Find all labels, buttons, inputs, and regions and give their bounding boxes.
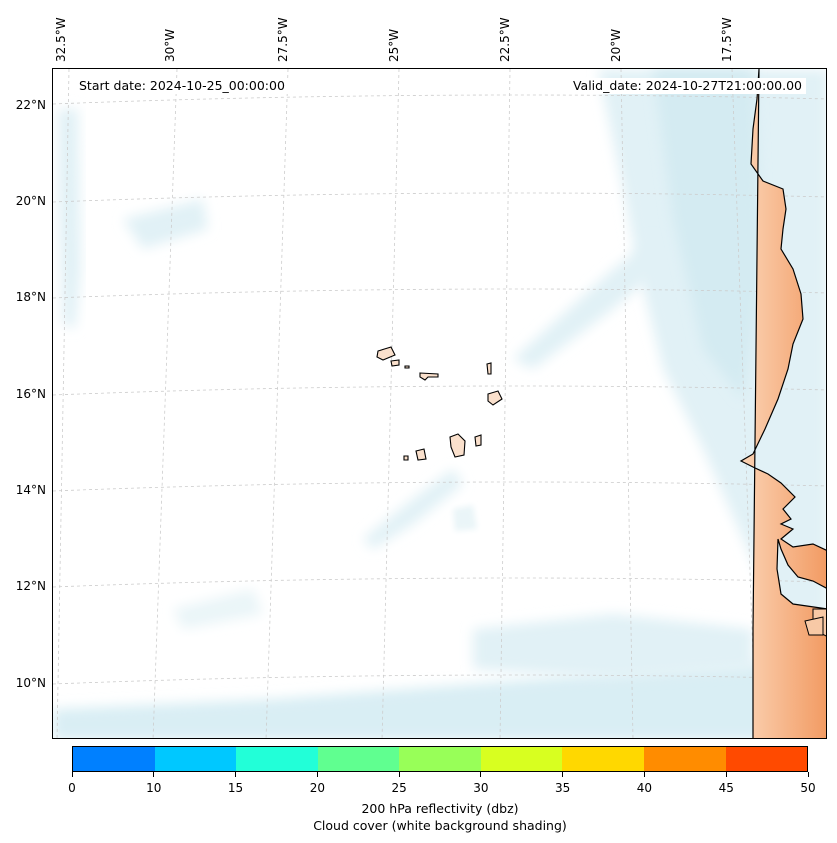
colorbar-tick-label-15: 15 [227, 781, 244, 795]
colorbar-segment-5 [480, 747, 563, 771]
colorbar-tick [153, 772, 155, 777]
cloud-cover-shading [53, 69, 826, 738]
colorbar-tick-label-50: 50 [800, 781, 816, 795]
island-fogo [415, 448, 427, 461]
colorbar-tick-label-30: 30 [473, 781, 489, 795]
graticule [53, 69, 826, 738]
lon-label-32-5w: 32.5°W [54, 17, 68, 62]
island-sao-vicente [390, 359, 400, 367]
colorbar-tick-label-0: 0 [68, 781, 76, 795]
island-brava [403, 455, 409, 461]
colorbar-segment-7 [643, 747, 726, 771]
lon-label-20w: 20°W [609, 28, 623, 62]
colorbar-segment-6 [562, 747, 644, 771]
colorbar-tick [562, 772, 564, 777]
colorbar-tick-label-20: 20 [309, 781, 325, 795]
colorbar-tick-label-10: 10 [146, 781, 162, 795]
cape-verde-islands [376, 346, 503, 461]
lat-label-18n: 18°N [15, 290, 46, 304]
colorbar-segment-4 [399, 747, 481, 771]
reflectivity-colorbar [72, 746, 808, 772]
lat-label-16n: 16°N [15, 387, 46, 401]
colorbar-tick-label-40: 40 [636, 781, 653, 795]
island-santo-antao [376, 346, 396, 361]
island-santiago [449, 433, 466, 458]
africa-landmass [739, 69, 826, 738]
map-frame[interactable]: Start date: 2024-10-25_00:00:00 Valid_da… [52, 68, 827, 739]
map-canvas [53, 69, 826, 738]
lat-label-12n: 12°N [15, 579, 46, 593]
lon-label-27-5w: 27.5°W [276, 17, 290, 62]
colorbar-segment-2 [236, 747, 318, 771]
island-sal [486, 362, 492, 375]
colorbar-tick-label-35: 35 [555, 781, 571, 795]
colorbar-title: 200 hPa reflectivity (dbz) [361, 801, 519, 816]
colorbar-segment-8 [725, 747, 808, 771]
colorbar-tick [480, 772, 482, 777]
lon-label-22-5w: 22.5°W [498, 17, 512, 62]
colorbar-tick [316, 772, 318, 777]
colorbar-tick [71, 772, 73, 777]
lat-label-22n: 22°N [15, 98, 46, 112]
lon-label-17-5w: 17.5°W [720, 17, 734, 62]
colorbar-tick [807, 772, 809, 777]
colorbar-tick [643, 772, 645, 777]
colorbar-subtitle: Cloud cover (white background shading) [313, 818, 567, 833]
colorbar-segment-0 [73, 747, 155, 771]
colorbar-tick [235, 772, 237, 777]
island-sao-nicolau [419, 372, 439, 381]
lat-label-10n: 10°N [15, 676, 46, 690]
lat-label-14n: 14°N [15, 483, 46, 497]
start-date-label: Start date: 2024-10-25_00:00:00 [75, 78, 289, 94]
lon-label-25w: 25°W [387, 28, 401, 62]
colorbar-segment-3 [317, 747, 400, 771]
island-boa-vista [487, 390, 503, 406]
colorbar-tick-label-25: 25 [391, 781, 407, 795]
valid-date-label: Valid_date: 2024-10-27T21:00:00.00 [568, 78, 806, 94]
colorbar-tick-label-45: 45 [718, 781, 734, 795]
lat-label-20n: 20°N [15, 194, 46, 208]
island-santa-luzia [404, 365, 410, 369]
colorbar-segment-1 [154, 747, 237, 771]
colorbar-tick [398, 772, 400, 777]
colorbar-tick [725, 772, 727, 777]
lon-label-30w: 30°W [163, 28, 177, 62]
island-maio [474, 434, 482, 447]
